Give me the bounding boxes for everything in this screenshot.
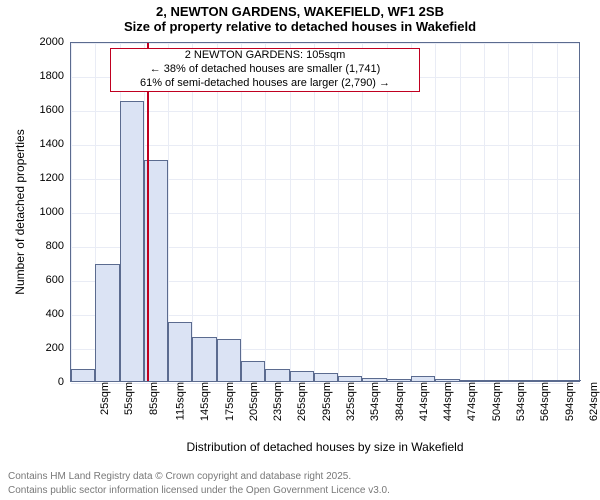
y-tick-label: 0	[58, 376, 70, 388]
histogram-bar	[435, 379, 459, 381]
y-tick-label: 600	[46, 274, 70, 286]
histogram-bar	[192, 337, 216, 381]
x-tick-label: 145sqm	[193, 382, 211, 421]
histogram-bar	[265, 369, 289, 381]
histogram-bar	[241, 361, 265, 381]
x-tick-label: 594sqm	[558, 382, 576, 421]
gridline-vertical	[460, 43, 461, 381]
histogram-bar	[411, 376, 435, 381]
y-tick-label: 800	[46, 240, 70, 252]
histogram-bar	[338, 376, 362, 381]
x-tick-label: 265sqm	[290, 382, 308, 421]
property-marker-line	[147, 43, 149, 381]
gridline-vertical	[435, 43, 436, 381]
x-tick-label: 235sqm	[266, 382, 284, 421]
gridline-vertical	[338, 43, 339, 381]
gridline-vertical	[508, 43, 509, 381]
footer-line-1: Contains HM Land Registry data © Crown c…	[8, 471, 351, 482]
histogram-bar	[217, 339, 241, 382]
gridline-vertical	[484, 43, 485, 381]
y-tick-label: 400	[46, 308, 70, 320]
footer-line-2: Contains public sector information licen…	[8, 485, 390, 496]
x-tick-label: 205sqm	[242, 382, 260, 421]
histogram-bar	[557, 380, 581, 381]
histogram-bar	[508, 380, 532, 381]
y-tick-label: 1400	[40, 138, 70, 150]
y-tick-label: 1000	[40, 206, 70, 218]
histogram-bar	[314, 373, 338, 382]
x-tick-label: 474sqm	[460, 382, 478, 421]
y-tick-label: 200	[46, 342, 70, 354]
x-axis-label: Distribution of detached houses by size …	[186, 440, 463, 454]
gridline-vertical	[290, 43, 291, 381]
chart-title-line1: 2, NEWTON GARDENS, WAKEFIELD, WF1 2SB	[0, 0, 600, 19]
x-tick-label: 325sqm	[339, 382, 357, 421]
x-tick-label: 25sqm	[93, 382, 111, 415]
histogram-bar	[71, 369, 95, 381]
histogram-bar	[168, 322, 192, 382]
histogram-bar	[460, 380, 484, 381]
gridline-vertical	[557, 43, 558, 381]
annotation-line-2: ← 38% of detached houses are smaller (1,…	[111, 63, 419, 77]
gridline-vertical	[265, 43, 266, 381]
y-axis-label: Number of detached properties	[13, 129, 27, 294]
histogram-bar	[95, 264, 119, 381]
annotation-line-3: 61% of semi-detached houses are larger (…	[111, 77, 419, 91]
gridline-vertical	[241, 43, 242, 381]
x-tick-label: 414sqm	[412, 382, 430, 421]
gridline-vertical	[411, 43, 412, 381]
plot-container: Number of detached properties Distributi…	[70, 42, 580, 382]
gridline-vertical	[217, 43, 218, 381]
histogram-bar	[120, 101, 144, 382]
x-tick-label: 115sqm	[169, 382, 187, 420]
x-tick-label: 504sqm	[485, 382, 503, 421]
gridline-vertical	[362, 43, 363, 381]
y-tick-label: 1600	[40, 104, 70, 116]
gridline-vertical	[314, 43, 315, 381]
y-tick-label: 1800	[40, 70, 70, 82]
chart-title-line2: Size of property relative to detached ho…	[0, 19, 600, 34]
histogram-bar	[532, 380, 556, 381]
gridline-vertical	[387, 43, 388, 381]
annotation-box: 2 NEWTON GARDENS: 105sqm ← 38% of detach…	[110, 48, 420, 92]
histogram-bar	[484, 380, 508, 381]
x-tick-label: 55sqm	[117, 382, 135, 415]
gridline-vertical	[532, 43, 533, 381]
gridline-vertical	[192, 43, 193, 381]
plot-area	[70, 42, 580, 382]
histogram-bar	[290, 371, 314, 381]
y-tick-label: 1200	[40, 172, 70, 184]
gridline-vertical	[71, 43, 72, 381]
histogram-bar	[387, 379, 411, 381]
x-tick-label: 444sqm	[436, 382, 454, 421]
x-tick-label: 624sqm	[582, 382, 600, 421]
x-tick-label: 564sqm	[533, 382, 551, 421]
x-tick-label: 384sqm	[388, 382, 406, 421]
x-tick-label: 175sqm	[218, 382, 236, 421]
y-tick-label: 2000	[40, 36, 70, 48]
x-tick-label: 354sqm	[363, 382, 381, 421]
x-tick-label: 295sqm	[315, 382, 333, 421]
histogram-bar	[362, 378, 386, 381]
annotation-line-1: 2 NEWTON GARDENS: 105sqm	[111, 49, 419, 63]
property-size-histogram: 2, NEWTON GARDENS, WAKEFIELD, WF1 2SB Si…	[0, 0, 600, 500]
x-tick-label: 534sqm	[509, 382, 527, 421]
x-tick-label: 85sqm	[142, 382, 160, 415]
